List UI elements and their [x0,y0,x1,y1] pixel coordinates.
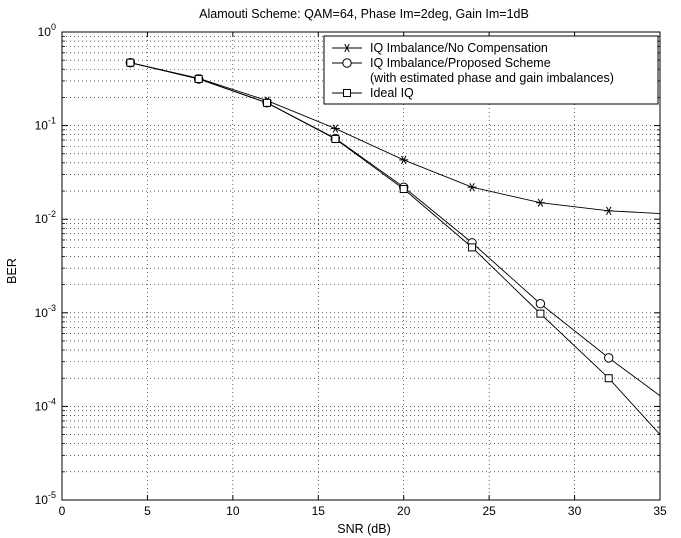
series-3 [126,58,661,435]
x-tick-label: 10 [226,504,240,518]
data-point-square [536,309,545,318]
x-axis-label: SNR (dB) [337,522,390,536]
x-tick-label: 35 [653,504,667,518]
data-point-square [263,98,272,107]
series-line [130,62,661,435]
legend-label: IQ Imbalance/Proposed Scheme [370,56,551,70]
y-tick-label: 100 [38,22,56,39]
data-point-asterisk [330,124,340,133]
y-tick-label: 10-2 [35,209,56,226]
data-point-square [194,74,203,83]
y-axis-label: BER [5,258,19,284]
x-tick-label: 25 [482,504,496,518]
series-layer [125,57,661,435]
legend-marker-square [343,89,351,97]
data-point-square [604,374,613,383]
x-tick-label: 5 [144,504,151,518]
chart-title: Alamouti Scheme: QAM=64, Phase Im=2deg, … [199,7,529,21]
axis-ticks: 0 5 10 15 20 25 30 35 100 10-1 10-2 10-3 10-4 10-5 [35,22,667,518]
legend-marker-asterisk [342,43,352,53]
data-point-asterisk [467,182,477,192]
y-tick-label: 10-1 [35,116,56,133]
series-2 [125,57,661,397]
data-point-circle [535,299,546,309]
legend-box [323,35,659,105]
x-tick-label: 0 [59,504,66,518]
data-point-square [331,134,340,143]
legend-label: Ideal IQ [370,86,414,100]
x-tick-label: 20 [397,504,411,518]
y-tick-label: 10-4 [35,396,56,413]
y-tick-label: 10-3 [35,303,56,320]
series-line [130,62,661,397]
data-point-asterisk [535,198,545,207]
plot-frame [61,31,661,501]
data-point-asterisk [604,206,614,215]
data-point-square [399,185,408,194]
legend-label: (with estimated phase and gain imbalance… [370,71,614,85]
legend-label: IQ Imbalance/No Compensation [370,41,548,55]
data-point-circle [604,353,614,363]
y-tick-label: 10-5 [35,490,56,507]
data-point-asterisk [399,155,409,165]
x-tick-label: 15 [312,504,326,518]
data-point-square [468,243,477,252]
data-point-square [126,58,135,67]
legend-marker-circle [342,58,352,68]
x-tick-label: 30 [568,504,582,518]
